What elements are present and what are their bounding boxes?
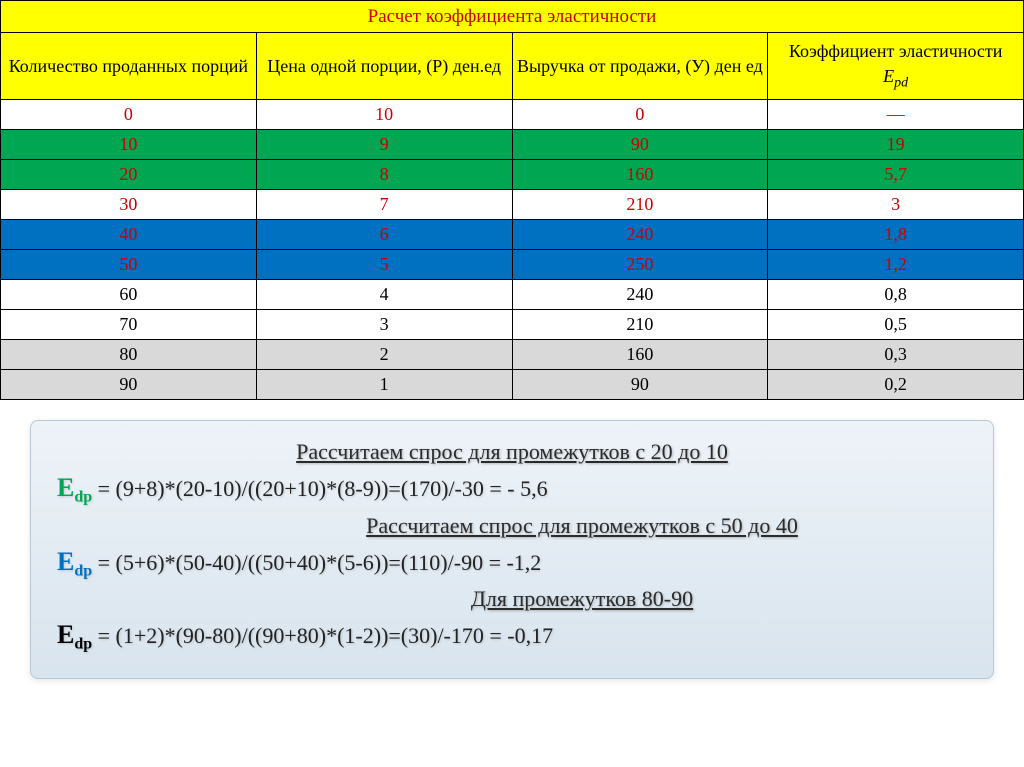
table-cell: 160 (512, 340, 768, 370)
table-cell: 80 (1, 340, 257, 370)
table-cell: 0,3 (768, 340, 1024, 370)
formula-2: Edp = (5+6)*(50-40)/((50+40)*(5-6))=(110… (57, 547, 967, 580)
formula-2-body: = (5+6)*(50-40)/((50+40)*(5-6))=(110)/-9… (92, 550, 541, 575)
table-cell: 240 (512, 280, 768, 310)
table-cell: 90 (1, 370, 257, 400)
table-cell: 50 (1, 250, 257, 280)
table-cell: 1 (256, 370, 512, 400)
header-col4-sub: pd (894, 76, 908, 91)
page-container: Расчет коэффициента эластичности Количес… (0, 0, 1024, 679)
table-cell: 19 (768, 130, 1024, 160)
table-cell: 210 (512, 190, 768, 220)
table-cell: 1,8 (768, 220, 1024, 250)
calc-heading-1: Рассчитаем спрос для промежутков с 20 до… (57, 439, 967, 465)
table-row: 1099019 (1, 130, 1024, 160)
table-cell: 40 (1, 220, 257, 250)
table-cell: 3 (768, 190, 1024, 220)
table-row: 7032100,5 (1, 310, 1024, 340)
formula-1-symbol: E (57, 473, 74, 502)
header-col3: Выручка от продажи, (У) ден ед (512, 33, 768, 100)
table-cell: 240 (512, 220, 768, 250)
table-cell: 10 (1, 130, 257, 160)
calculation-panel: Рассчитаем спрос для промежутков с 20 до… (30, 420, 994, 678)
table-cell: 160 (512, 160, 768, 190)
header-col4-text: Коэффициент эластичности (789, 41, 1003, 61)
table-row: 5052501,2 (1, 250, 1024, 280)
formula-1-body: = (9+8)*(20-10)/((20+10)*(8-9))=(170)/-3… (92, 476, 547, 501)
table-cell: 3 (256, 310, 512, 340)
header-col4: Коэффициент эластичности Epd (768, 33, 1024, 100)
table-cell: 2 (256, 340, 512, 370)
table-cell: 0,2 (768, 370, 1024, 400)
table-title-row: Расчет коэффициента эластичности (1, 1, 1024, 33)
table-cell: 5,7 (768, 160, 1024, 190)
table-row: 0100— (1, 100, 1024, 130)
calc-heading-3: Для промежутков 80-90 (57, 586, 967, 612)
table-cell: 60 (1, 280, 257, 310)
table-cell: 20 (1, 160, 257, 190)
table-cell: 8 (256, 160, 512, 190)
table-cell: 250 (512, 250, 768, 280)
table-cell: 0,5 (768, 310, 1024, 340)
formula-2-symbol: E (57, 547, 74, 576)
table-cell: 70 (1, 310, 257, 340)
table-cell: 90 (512, 370, 768, 400)
table-row: 6042400,8 (1, 280, 1024, 310)
table-cell: 7 (256, 190, 512, 220)
table-cell: 0,8 (768, 280, 1024, 310)
header-col2: Цена одной порции, (Р) ден.ед (256, 33, 512, 100)
header-col4-symbol: E (883, 66, 894, 86)
table-cell: 5 (256, 250, 512, 280)
table-cell: 9 (256, 130, 512, 160)
table-body: 0100—10990192081605,730721034062401,8505… (1, 100, 1024, 400)
table-header-row: Количество проданных порций Цена одной п… (1, 33, 1024, 100)
table-cell: 30 (1, 190, 257, 220)
formula-2-sub: dp (74, 562, 92, 579)
table-row: 2081605,7 (1, 160, 1024, 190)
formula-3: Edp = (1+2)*(90-80)/((90+80)*(1-2))=(30)… (57, 620, 967, 653)
table-row: 3072103 (1, 190, 1024, 220)
table-row: 8021600,3 (1, 340, 1024, 370)
table-cell: 1,2 (768, 250, 1024, 280)
formula-3-sub: dp (74, 636, 92, 653)
formula-1-sub: dp (74, 489, 92, 506)
calc-heading-2: Рассчитаем спрос для промежутков с 50 до… (57, 513, 967, 539)
elasticity-table: Расчет коэффициента эластичности Количес… (0, 0, 1024, 400)
table-row: 901900,2 (1, 370, 1024, 400)
table-row: 4062401,8 (1, 220, 1024, 250)
table-cell: 4 (256, 280, 512, 310)
table-cell: — (768, 100, 1024, 130)
formula-3-symbol: E (57, 620, 74, 649)
table-cell: 10 (256, 100, 512, 130)
table-cell: 210 (512, 310, 768, 340)
table-cell: 6 (256, 220, 512, 250)
table-cell: 90 (512, 130, 768, 160)
table-title: Расчет коэффициента эластичности (1, 1, 1024, 33)
header-col1: Количество проданных порций (1, 33, 257, 100)
table-cell: 0 (512, 100, 768, 130)
table-cell: 0 (1, 100, 257, 130)
formula-3-body: = (1+2)*(90-80)/((90+80)*(1-2))=(30)/-17… (92, 623, 553, 648)
formula-1: Edp = (9+8)*(20-10)/((20+10)*(8-9))=(170… (57, 473, 967, 506)
